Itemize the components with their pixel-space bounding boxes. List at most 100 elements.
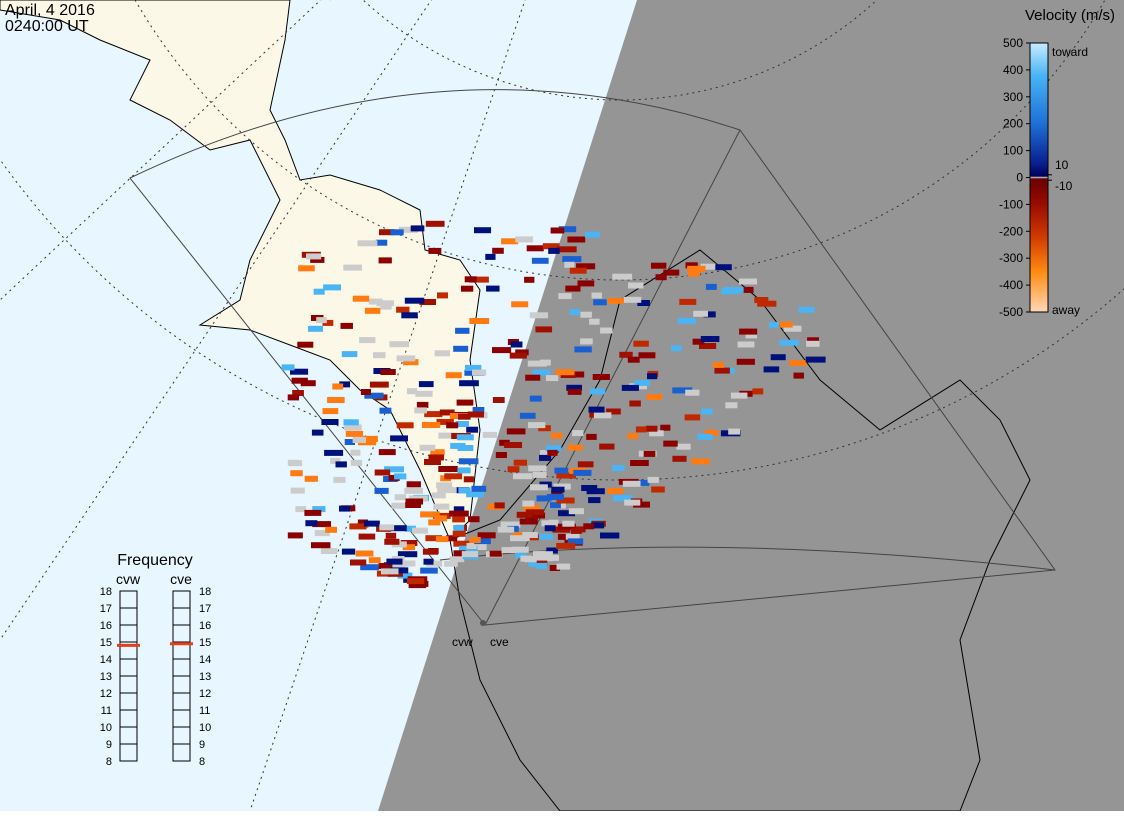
radar-cell: [355, 550, 374, 557]
radar-cell: [419, 299, 437, 305]
radar-cell: [431, 492, 446, 499]
radar-cell: [687, 265, 706, 272]
radar-cell: [281, 364, 295, 371]
radar-cell: [798, 306, 815, 313]
radar-cell: [420, 567, 438, 574]
radar-cell: [489, 550, 502, 557]
radar-cell: [529, 395, 542, 402]
frequency-tick-label: 9: [106, 739, 112, 751]
radar-cell: [405, 498, 424, 505]
radar-cell: [528, 465, 547, 472]
radar-cell: [472, 369, 487, 376]
radar-cell: [678, 317, 696, 324]
radar-cell: [646, 394, 662, 400]
radar-cell: [634, 379, 651, 386]
radar-cell: [705, 429, 719, 436]
radar-cell: [406, 481, 421, 488]
radar-cell: [558, 510, 576, 517]
radar-cell: [439, 409, 455, 416]
radar-cell: [482, 431, 497, 438]
radar-cell: [637, 300, 650, 306]
radar-cell: [437, 292, 449, 299]
radar-cell: [495, 452, 507, 458]
radar-cell: [472, 407, 485, 413]
radar-cell: [737, 341, 755, 348]
radar-cell: [380, 303, 392, 310]
radar-cell: [360, 564, 379, 571]
frequency-tick-label: 10: [199, 722, 211, 734]
radar-cell: [539, 555, 553, 562]
radar-cell: [452, 530, 466, 537]
radar-cell: [381, 568, 399, 575]
frequency-tick-label: 11: [199, 705, 210, 717]
radar-cell: [535, 326, 553, 333]
radar-cell: [446, 535, 458, 542]
radar-cell: [452, 516, 466, 523]
radar-cell: [477, 532, 496, 539]
radar-cell: [352, 295, 370, 302]
colorbar-tick-label: 500: [1003, 36, 1023, 50]
radar-cell: [701, 408, 713, 415]
radar-cell: [379, 229, 395, 236]
radar-cell: [651, 262, 667, 269]
frequency-tick-label: 17: [100, 603, 112, 615]
radar-cell: [691, 458, 710, 465]
radar-cell: [536, 533, 553, 540]
radar-cell: [437, 487, 457, 494]
radar-cell: [416, 401, 429, 408]
radar-cell: [358, 439, 377, 446]
radar-cell: [541, 520, 555, 527]
radar-cell: [655, 274, 667, 281]
radar-cell: [531, 257, 549, 264]
radar-cell: [359, 337, 376, 344]
radar-cell: [357, 519, 369, 526]
radar-cell: [672, 387, 693, 394]
radar-cell: [627, 433, 639, 440]
radar-cell: [387, 525, 407, 532]
radar-cell: [556, 472, 576, 479]
colorbar-title: Velocity (m/s): [1025, 7, 1115, 24]
radar-cell: [714, 367, 730, 374]
radar-cell: [574, 346, 592, 353]
radar-cell: [593, 412, 612, 419]
colorbar-tick-label: 10: [1055, 158, 1069, 172]
radar-cell: [566, 384, 583, 391]
radar-cell: [556, 369, 575, 376]
radar-cell: [453, 524, 465, 531]
radar-cell: [549, 502, 561, 509]
colorbar-top-label: toward: [1052, 45, 1088, 59]
time: 0240:00 UT: [5, 18, 89, 35]
colorbar-tick-label: -400: [999, 278, 1023, 292]
radar-cell: [770, 354, 786, 361]
radar-cell: [679, 298, 697, 305]
radar-cell: [511, 301, 529, 308]
radar-cell: [373, 352, 386, 359]
radar-label: cve: [170, 571, 192, 587]
radar-cell: [569, 267, 587, 274]
radar-cell: [310, 256, 325, 263]
radar-cell: [376, 300, 395, 307]
radar-cell: [287, 394, 300, 401]
radar-cell: [768, 321, 780, 328]
radar-cell: [638, 479, 650, 486]
radar-cell: [350, 459, 363, 466]
frequency-tick-label: 18: [100, 586, 112, 598]
radar-cell: [380, 369, 396, 375]
radar-cell: [404, 297, 425, 304]
radar-cell: [622, 480, 641, 487]
frequency-tick-label: 13: [199, 671, 211, 683]
radar-cell: [549, 565, 561, 571]
colorbar-tick-label: -10: [1055, 179, 1073, 193]
radar-cell: [501, 238, 519, 245]
radar-cell: [513, 473, 533, 480]
radar-cell: [306, 253, 322, 260]
radar-cell: [323, 284, 342, 291]
radar-cell: [516, 511, 533, 518]
frequency-tick-label: 15: [199, 637, 211, 649]
radar-cell: [287, 459, 299, 466]
radar-cell: [362, 435, 378, 442]
radar-cell: [586, 433, 597, 440]
colorbar-tick-label: 400: [1003, 63, 1023, 77]
radar-cell: [532, 471, 547, 478]
colorbar-tick-label: 0: [1016, 171, 1023, 185]
